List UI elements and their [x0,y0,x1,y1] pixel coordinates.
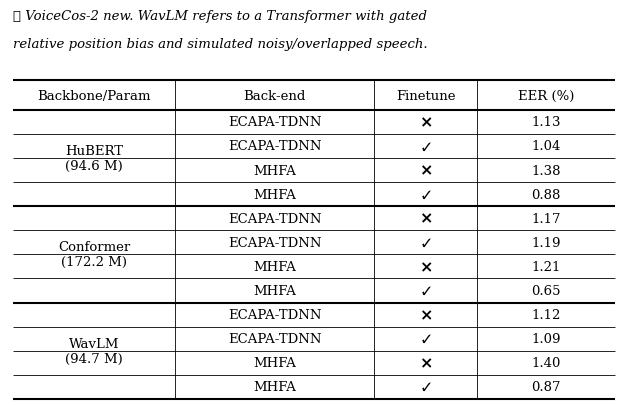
Text: ECAPA-TDNN: ECAPA-TDNN [228,116,322,129]
Text: $\checkmark$: $\checkmark$ [419,186,432,203]
Text: $\boldsymbol{\times}$: $\boldsymbol{\times}$ [419,162,432,179]
Text: 1.21: 1.21 [531,260,561,273]
Text: MHFA: MHFA [253,188,296,201]
Text: 1.40: 1.40 [531,356,561,369]
Text: $\checkmark$: $\checkmark$ [419,282,432,299]
Text: 1.04: 1.04 [531,140,561,153]
Text: $\boldsymbol{\times}$: $\boldsymbol{\times}$ [419,258,432,275]
Text: MHFA: MHFA [253,284,296,297]
Text: relative position bias and simulated noisy/overlapped speech.: relative position bias and simulated noi… [13,38,427,51]
Text: 1.19: 1.19 [531,236,561,249]
Text: EER (%): EER (%) [518,89,574,102]
Text: $\boldsymbol{\times}$: $\boldsymbol{\times}$ [419,210,432,227]
Text: 1.13: 1.13 [531,116,561,129]
Text: $\boldsymbol{\times}$: $\boldsymbol{\times}$ [419,306,432,323]
Text: MHFA: MHFA [253,380,296,393]
Text: MHFA: MHFA [253,356,296,369]
Text: $\checkmark$: $\checkmark$ [419,234,432,251]
Text: $\checkmark$: $\checkmark$ [419,330,432,347]
Text: Finetune: Finetune [396,89,455,102]
Text: MHFA: MHFA [253,164,296,177]
Text: 1.38: 1.38 [531,164,561,177]
Text: WavLM
(94.7 M): WavLM (94.7 M) [65,337,123,365]
Text: MHFA: MHFA [253,260,296,273]
Text: Back-end: Back-end [244,89,306,102]
Text: HuBERT
(94.6 M): HuBERT (94.6 M) [65,145,123,173]
Text: 0.65: 0.65 [531,284,561,297]
Text: ✗ VoiceCos-2 new. WavLM refers to a Transformer with gated: ✗ VoiceCos-2 new. WavLM refers to a Tran… [13,10,426,23]
Text: $\boldsymbol{\times}$: $\boldsymbol{\times}$ [419,354,432,371]
Text: 1.17: 1.17 [531,212,561,225]
Text: $\boldsymbol{\times}$: $\boldsymbol{\times}$ [419,114,432,131]
Text: ECAPA-TDNN: ECAPA-TDNN [228,212,322,225]
Text: ECAPA-TDNN: ECAPA-TDNN [228,236,322,249]
Text: 1.09: 1.09 [531,333,561,345]
Text: 1.12: 1.12 [531,308,561,321]
Text: $\checkmark$: $\checkmark$ [419,138,432,155]
Text: $\checkmark$: $\checkmark$ [419,378,432,395]
Text: ECAPA-TDNN: ECAPA-TDNN [228,308,322,321]
Text: Conformer
(172.2 M): Conformer (172.2 M) [58,241,130,269]
Text: 0.88: 0.88 [531,188,561,201]
Text: ECAPA-TDNN: ECAPA-TDNN [228,333,322,345]
Text: ECAPA-TDNN: ECAPA-TDNN [228,140,322,153]
Text: 0.87: 0.87 [531,380,561,393]
Text: Backbone/Param: Backbone/Param [37,89,151,102]
